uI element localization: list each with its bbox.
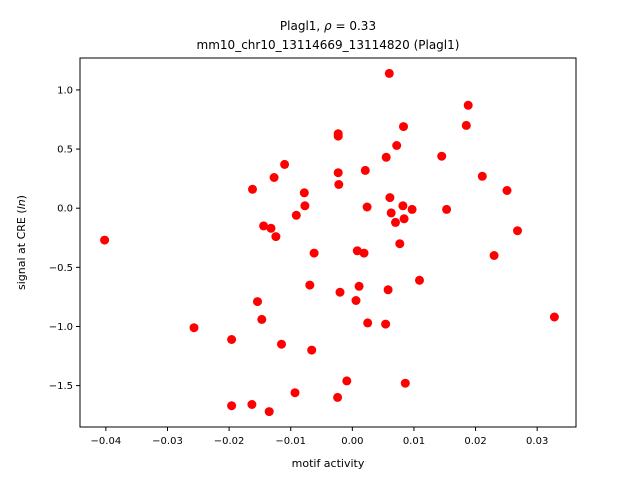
data-point (549, 312, 559, 322)
x-tick-label: −0.02 (214, 436, 245, 447)
data-point (271, 232, 281, 242)
data-point (489, 251, 499, 260)
chart-title: Plagl1, ρ = 0.33 (280, 19, 376, 33)
data-point (407, 204, 417, 214)
data-point (383, 285, 393, 295)
x-tick-label: −0.03 (152, 436, 183, 447)
data-point (253, 297, 262, 307)
data-point (399, 214, 409, 224)
data-point (385, 193, 395, 203)
data-point (477, 171, 487, 181)
data-point (335, 287, 345, 297)
data-point (269, 173, 279, 182)
data-point (227, 335, 237, 344)
y-tick-label: −0.5 (49, 263, 73, 274)
plot-area (79, 57, 577, 428)
data-point (277, 339, 286, 349)
data-point (395, 239, 405, 249)
data-point (415, 275, 424, 285)
data-points (100, 68, 559, 417)
data-point (333, 392, 343, 402)
x-tick-label: −0.04 (91, 436, 122, 447)
data-point (247, 400, 257, 409)
data-point (333, 129, 343, 139)
data-point (257, 314, 267, 324)
x-tick-label: 0.00 (341, 436, 363, 447)
data-point (461, 120, 471, 130)
y-axis-label: signal at CRE (ln) (15, 195, 28, 290)
y-tick-label: −1.5 (49, 381, 73, 392)
x-tick-label: 0.01 (403, 436, 425, 447)
data-point (264, 407, 274, 417)
data-point (307, 345, 317, 355)
data-point (386, 208, 396, 218)
y-tick-label: 0.5 (57, 145, 73, 156)
data-point (280, 159, 290, 169)
data-point (351, 296, 361, 305)
data-point (299, 188, 309, 198)
data-point (305, 280, 315, 290)
data-point (400, 378, 410, 388)
y-axis: −1.5 −1.0 −0.5 0.0 0.5 1.0 (49, 85, 80, 392)
data-point (384, 68, 394, 78)
y-tick-label: 1.0 (57, 85, 73, 96)
data-point (381, 152, 391, 162)
data-point (392, 141, 402, 150)
data-point (266, 223, 276, 233)
data-point (437, 151, 447, 161)
data-point (362, 202, 372, 212)
data-point (391, 217, 400, 227)
data-point (502, 186, 512, 195)
data-point (100, 235, 110, 245)
data-point (398, 201, 408, 211)
data-point (189, 323, 199, 333)
data-point (291, 210, 301, 220)
y-tick-label: 0.0 (57, 204, 73, 215)
data-point (342, 376, 352, 386)
data-point (463, 100, 473, 110)
data-point (513, 226, 522, 236)
chart-subtitle: mm10_chr10_13114669_13114820 (Plagl1) (197, 38, 460, 52)
data-point (300, 201, 310, 211)
data-point (381, 319, 391, 329)
data-point (290, 388, 300, 398)
data-point (359, 248, 369, 258)
data-point (399, 122, 408, 132)
x-tick-label: 0.02 (464, 436, 486, 447)
data-point (227, 401, 237, 411)
data-point (333, 168, 343, 178)
x-axis-label: motif activity (292, 457, 365, 470)
x-tick-label: 0.03 (526, 436, 548, 447)
x-tick-label: −0.01 (275, 436, 306, 447)
data-point (309, 248, 319, 258)
data-point (248, 184, 257, 194)
y-tick-label: −1.0 (49, 322, 73, 333)
data-point (259, 221, 269, 231)
data-point (334, 180, 344, 189)
data-point (360, 165, 370, 175)
x-axis: −0.04 −0.03 −0.02 −0.01 0.00 0.01 0.02 0.03 (91, 427, 548, 447)
data-point (363, 318, 373, 328)
data-point (354, 281, 364, 291)
data-point (442, 204, 452, 214)
